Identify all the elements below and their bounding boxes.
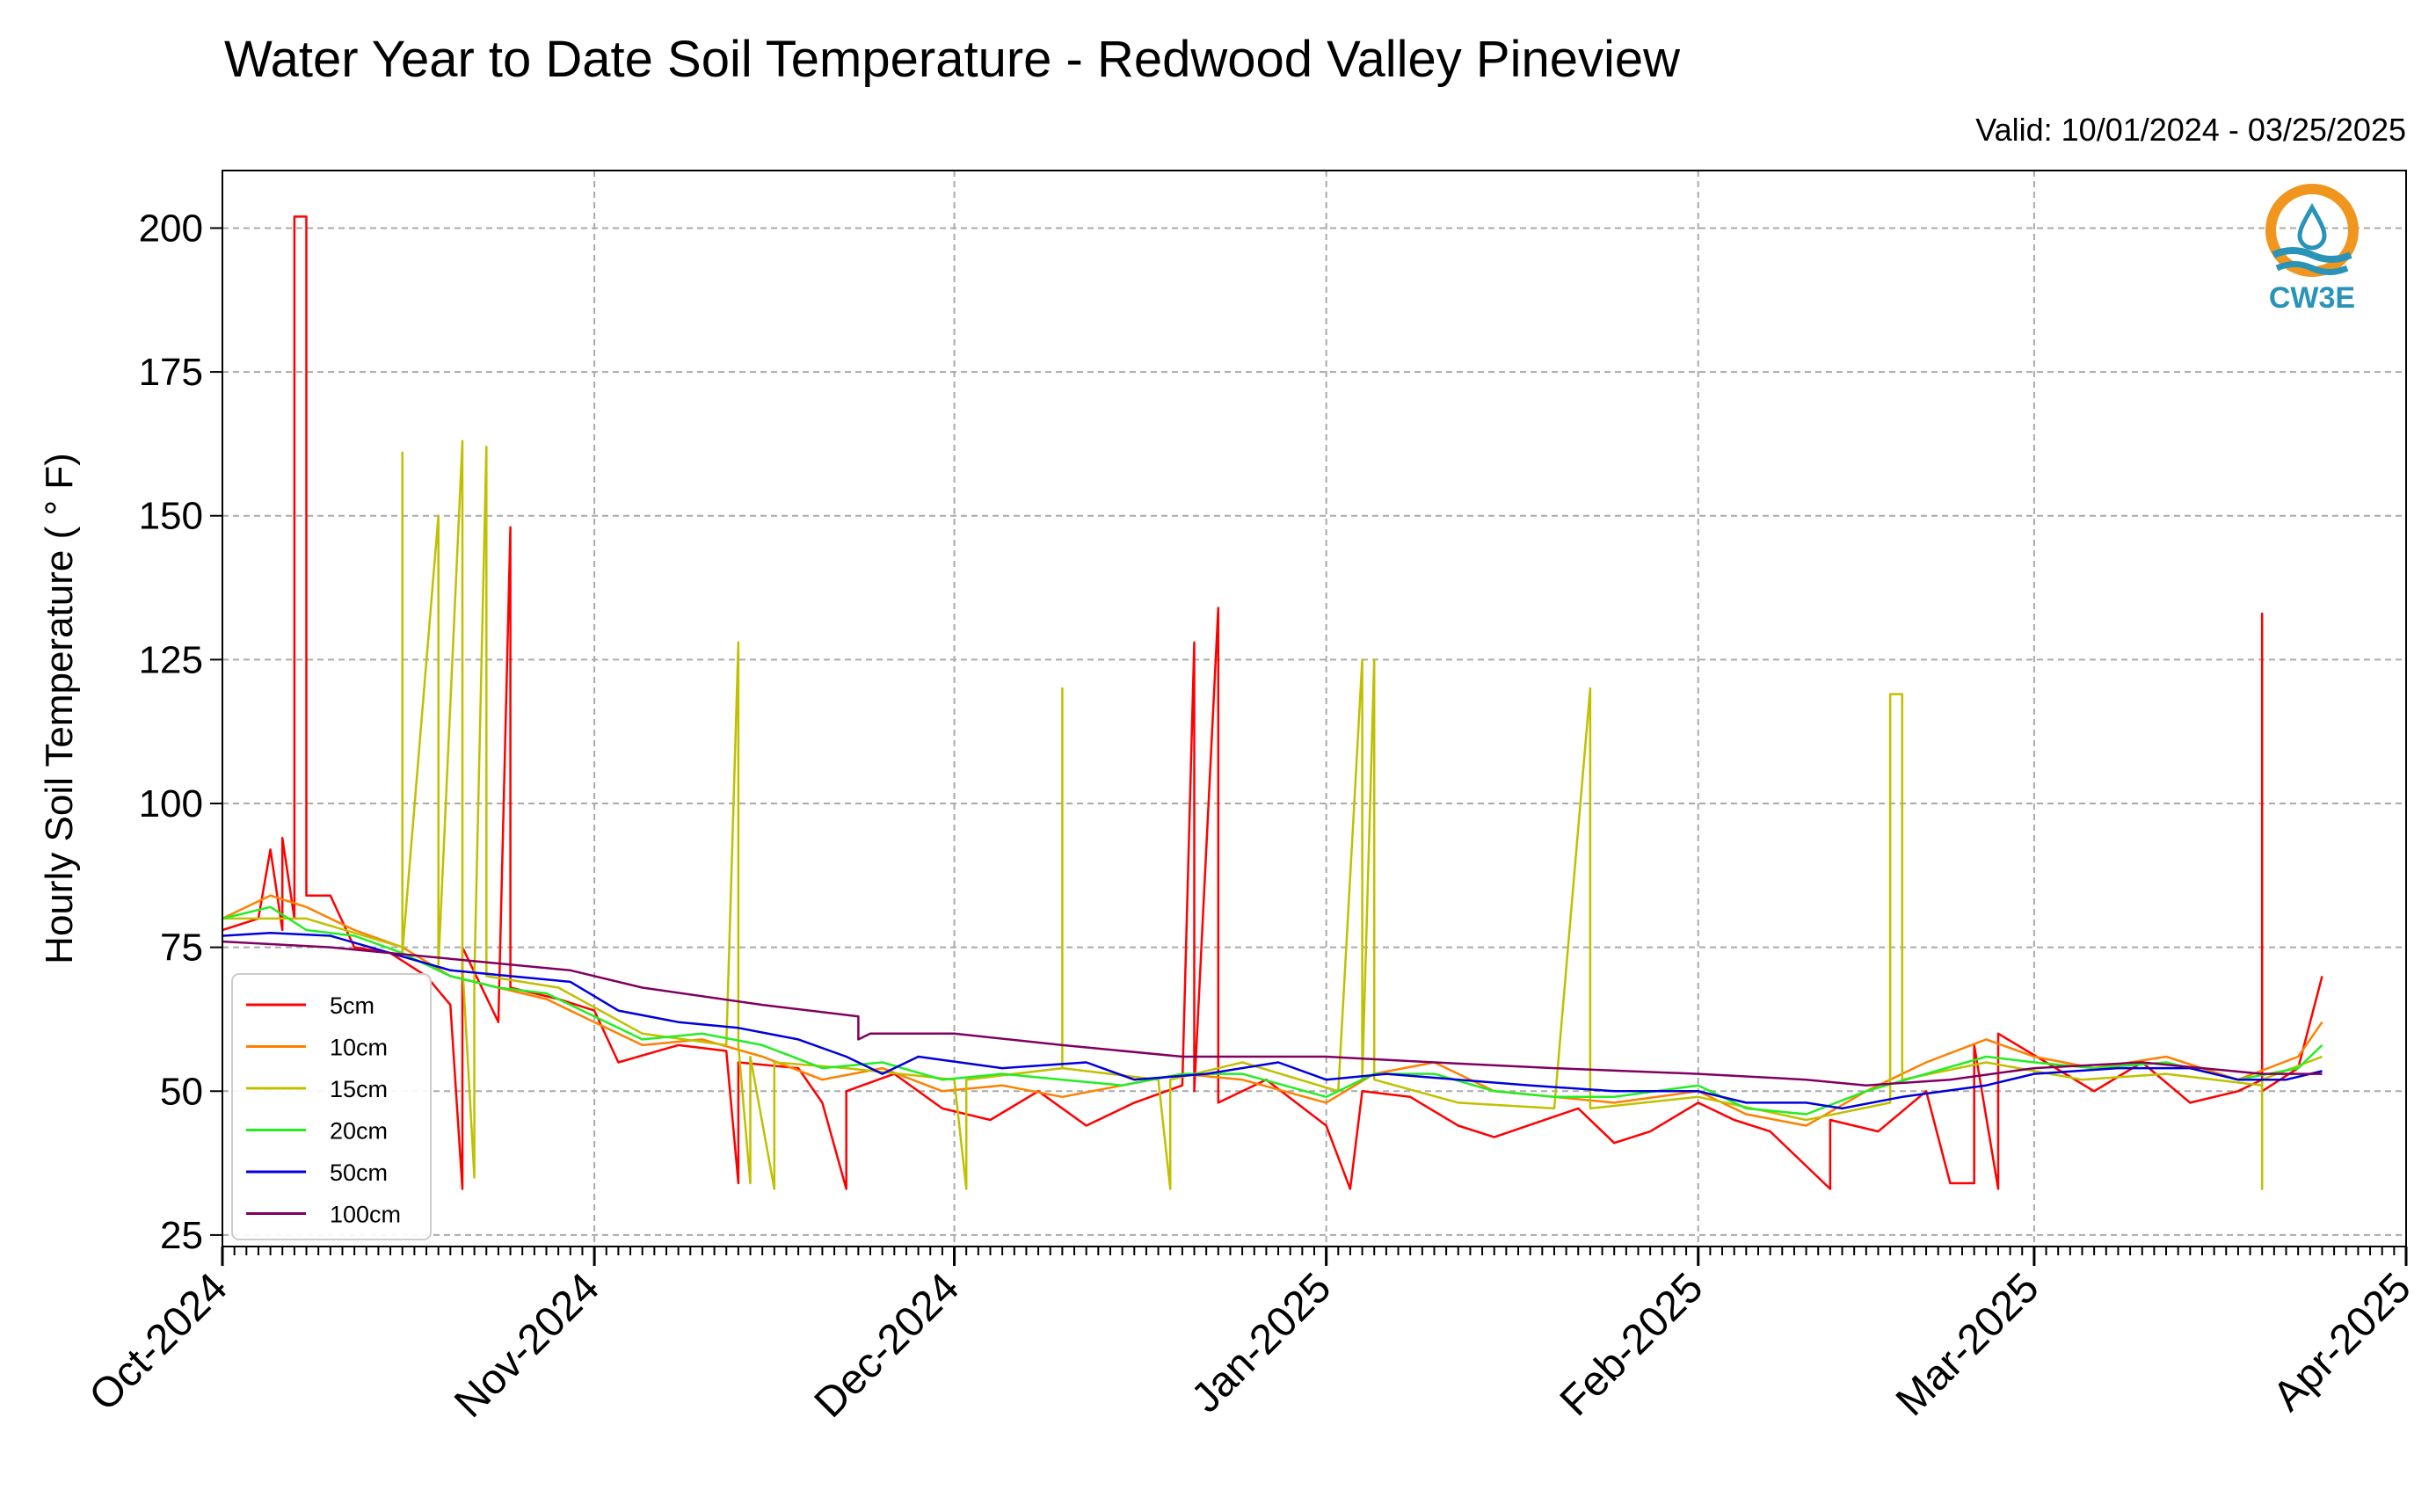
legend-label-5cm: 5cm bbox=[330, 992, 374, 1019]
wave-icon-2 bbox=[2275, 261, 2349, 275]
y-axis-label: Hourly Soil Temperature ( ° F) bbox=[38, 453, 81, 964]
y-tick-label: 125 bbox=[139, 638, 203, 681]
x-tick-label: Jan-2025 bbox=[1182, 1264, 1340, 1421]
series-line-100cm bbox=[222, 940, 2323, 1087]
y-tick-label: 100 bbox=[139, 782, 203, 825]
legend: 5cm 10cm 15cm 20cm 50cm 100cm bbox=[231, 973, 432, 1240]
chart-title: Water Year to Date Soil Temperature - Re… bbox=[224, 31, 1681, 88]
x-tick-label: Nov-2024 bbox=[446, 1264, 608, 1427]
legend-label-20cm: 20cm bbox=[330, 1118, 388, 1145]
x-axis: Oct-2024 Nov-2024 Dec-2024 Jan-2025 Feb-2025… bbox=[81, 1247, 2420, 1427]
y-tick-label: 25 bbox=[160, 1214, 203, 1257]
y-tick-label: 200 bbox=[139, 207, 203, 250]
x-tick-label: Feb-2025 bbox=[1552, 1264, 1712, 1425]
x-tick-label: Mar-2025 bbox=[1887, 1264, 2048, 1425]
water-drop-icon bbox=[2297, 202, 2327, 251]
logo-text: CW3E bbox=[2269, 281, 2355, 315]
y-tick-label: 150 bbox=[139, 495, 203, 538]
x-tick-label: Dec-2024 bbox=[806, 1264, 969, 1427]
legend-label-100cm: 100cm bbox=[330, 1202, 401, 1228]
y-tick-label: 50 bbox=[160, 1070, 203, 1113]
legend-label-15cm: 15cm bbox=[330, 1076, 388, 1102]
legend-label-50cm: 50cm bbox=[330, 1159, 388, 1186]
y-tick-label: 175 bbox=[139, 351, 203, 394]
y-axis: 25 50 75 100 125 150 175 200 bbox=[139, 207, 222, 1257]
x-tick-label: Oct-2024 bbox=[81, 1264, 236, 1420]
legend-label-10cm: 10cm bbox=[330, 1035, 388, 1061]
series-line-15cm bbox=[222, 440, 2323, 1190]
cw3e-logo: CW3E bbox=[2265, 184, 2359, 315]
x-tick-label: Apr-2025 bbox=[2265, 1264, 2420, 1420]
series-line-50cm bbox=[222, 932, 2323, 1110]
y-tick-label: 75 bbox=[160, 927, 203, 970]
chart-subtitle: Valid: 10/01/2024 - 03/25/2025 bbox=[1975, 112, 2406, 148]
logo-ring-icon bbox=[2265, 184, 2359, 277]
wave-icon bbox=[2272, 247, 2352, 263]
